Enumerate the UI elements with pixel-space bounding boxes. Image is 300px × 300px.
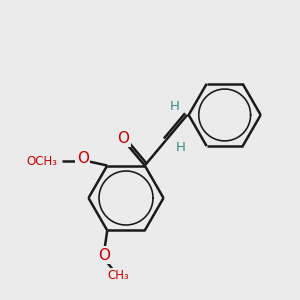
Text: O: O (77, 152, 89, 166)
Text: CH₃: CH₃ (108, 269, 130, 282)
Text: O: O (118, 130, 130, 146)
Text: H: H (176, 141, 186, 154)
Text: OCH₃: OCH₃ (27, 154, 58, 167)
Text: H: H (169, 100, 179, 113)
Text: O: O (98, 248, 110, 262)
